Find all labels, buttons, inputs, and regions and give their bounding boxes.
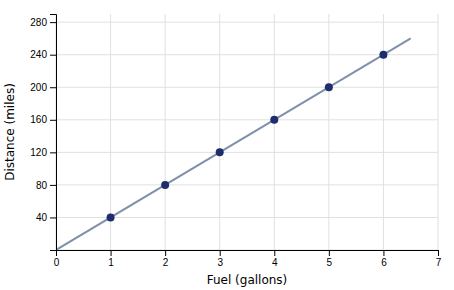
x-tick-mark	[329, 250, 330, 256]
y-tick-mark	[50, 217, 56, 218]
x-tick-label: 5	[327, 257, 333, 268]
y-tick-label: 280	[30, 17, 47, 28]
x-tick-label: 1	[108, 257, 114, 268]
y-axis-title: Distance (miles)	[3, 83, 17, 181]
point	[270, 116, 278, 124]
chart-container: 0 1 2 3 4 5 6 7 40 80 120 160 200 240 280 Fuel (gallons…	[0, 0, 454, 290]
x-tick: 2	[163, 250, 169, 268]
x-tick-mark	[111, 250, 112, 256]
y-tick: 160	[30, 114, 56, 125]
y-tick: 280	[30, 17, 56, 28]
grid-line-x	[328, 14, 329, 250]
y-axis-line	[50, 15, 57, 251]
y-tick: 40	[36, 212, 56, 223]
grid-line-y	[56, 87, 438, 88]
x-tick: 0	[54, 250, 60, 268]
point	[325, 83, 333, 91]
y-tick-mark	[50, 250, 56, 251]
plot: 0 1 2 3 4 5 6 7 40 80 120 160 200 240 280	[30, 14, 441, 268]
grid-line-x	[219, 14, 220, 250]
x-tick-mark	[165, 250, 166, 256]
x-tick-label: 3	[217, 257, 223, 268]
y-tick-label: 200	[30, 82, 47, 93]
y-tick: 240	[30, 49, 56, 60]
grid-line-y	[56, 22, 438, 23]
y-tick: 200	[30, 82, 56, 93]
y-tick-label: 80	[36, 180, 48, 191]
grid	[56, 14, 438, 250]
grid-line-x	[438, 14, 439, 250]
y-tick-mark	[50, 55, 56, 56]
x-axis-line	[57, 251, 439, 257]
x-tick: 5	[327, 250, 333, 268]
y-tick-label: 240	[30, 49, 47, 60]
y-tick-mark	[50, 120, 56, 121]
line	[56, 38, 411, 250]
x-tick-label: 2	[163, 257, 169, 268]
point	[216, 148, 224, 156]
x-tick-label: 6	[381, 257, 387, 268]
x-tick-mark	[383, 250, 384, 256]
x-tick-label: 0	[54, 257, 60, 268]
x-tick-mark	[438, 250, 439, 256]
grid-line-y	[56, 119, 438, 120]
x-tick: 6	[381, 250, 387, 268]
point	[161, 181, 169, 189]
grid-line-y	[56, 184, 438, 185]
grid-line-x	[383, 14, 384, 250]
x-tick-label: 4	[272, 257, 278, 268]
y-tick: 80	[36, 180, 56, 191]
y-tick: 120	[30, 147, 56, 158]
marks	[56, 38, 411, 250]
point	[107, 213, 115, 221]
x-tick-label: 7	[436, 257, 442, 268]
y-tick-mark	[50, 185, 56, 186]
grid-line-x	[165, 14, 166, 250]
x-tick: 4	[272, 250, 278, 268]
x-tick: 1	[108, 250, 114, 268]
x-tick-mark	[274, 250, 275, 256]
x-tick: 3	[217, 250, 223, 268]
x-axis-title: Fuel (gallons)	[207, 273, 288, 287]
y-axis: 40 80 120 160 200 240 280	[30, 15, 56, 251]
y-tick-mark	[50, 152, 56, 153]
y-tick	[50, 250, 56, 251]
grid-line-y	[56, 152, 438, 153]
x-axis: 0 1 2 3 4 5 6 7	[54, 250, 442, 268]
y-tick-label: 40	[36, 212, 48, 223]
y-tick-mark	[50, 87, 56, 88]
grid-line-x	[274, 14, 275, 250]
y-tick-label: 120	[30, 147, 47, 158]
point	[379, 51, 387, 59]
y-tick-label: 160	[30, 114, 47, 125]
chart-svg: 0 1 2 3 4 5 6 7 40 80 120 160 200 240 280 Fuel (gallons…	[0, 0, 454, 290]
x-tick: 7	[436, 250, 442, 268]
x-tick-mark	[220, 250, 221, 256]
y-tick-mark	[50, 22, 56, 23]
